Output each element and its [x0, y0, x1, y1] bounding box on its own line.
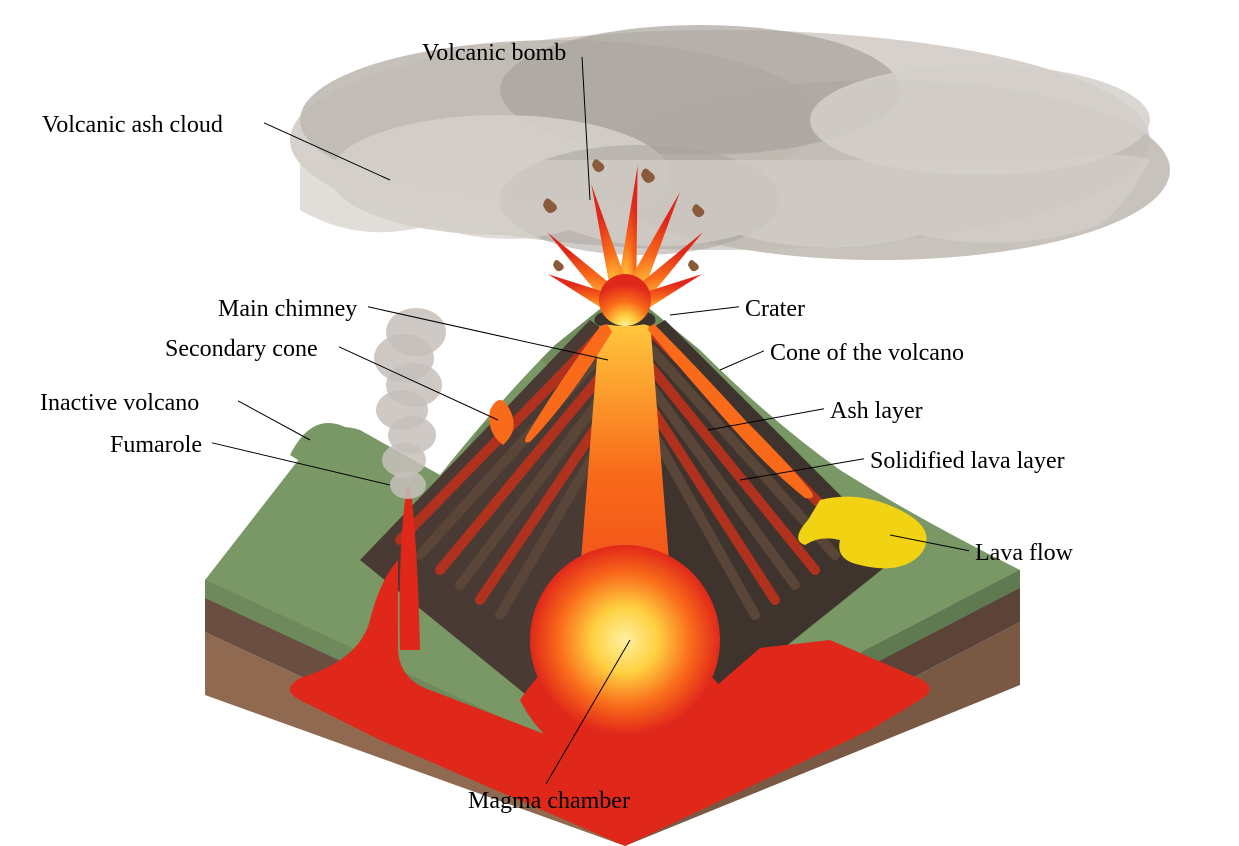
- label-main-chimney: Main chimney: [218, 296, 357, 323]
- label-inactive-volcano: Inactive volcano: [40, 390, 199, 417]
- label-secondary-cone: Secondary cone: [165, 336, 318, 363]
- label-volcanic-bomb: Volcanic bomb: [422, 40, 566, 67]
- volcano-diagram: Volcanic bomb Volcanic ash cloud Main chim…: [0, 0, 1239, 846]
- label-lava-flow: Lava flow: [975, 540, 1073, 567]
- label-fumarole: Fumarole: [110, 432, 202, 459]
- label-ash-layer: Ash layer: [830, 398, 923, 425]
- label-volcanic-ash-cloud: Volcanic ash cloud: [42, 112, 223, 139]
- label-solidified-lava-layer: Solidified lava layer: [870, 448, 1065, 475]
- label-crater: Crater: [745, 296, 805, 323]
- label-cone-of-volcano: Cone of the volcano: [770, 340, 964, 367]
- label-magma-chamber: Magma chamber: [468, 788, 630, 815]
